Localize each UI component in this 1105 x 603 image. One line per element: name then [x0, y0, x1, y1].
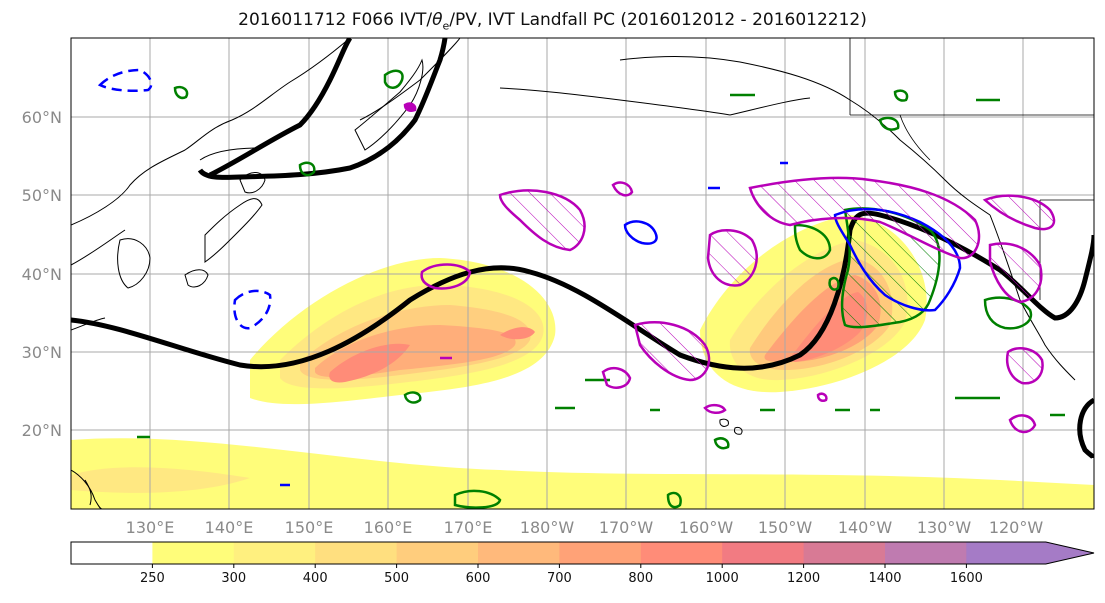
map-frame	[70, 37, 1095, 510]
colorbar-tick-label: 1000	[706, 571, 739, 586]
colorbar-tick-label: 800	[628, 571, 653, 586]
colorbar-tick-label: 600	[466, 571, 491, 586]
colorbar-segment	[71, 542, 153, 564]
lon-label-170e: 170°E	[444, 518, 493, 537]
longitude-labels: 130°E 140°E 150°E 160°E 170°E 180°W 170°…	[126, 518, 1044, 537]
colorbar-segment	[315, 542, 398, 564]
colorbar-segment	[803, 542, 886, 564]
colorbar-tick-label: 1400	[868, 571, 901, 586]
lon-label-120w: 120°W	[989, 518, 1044, 537]
colorbar-tick-label: 250	[140, 571, 165, 586]
lon-label-180w: 180°W	[520, 518, 575, 537]
lat-label-60: 60°N	[22, 108, 62, 127]
lon-label-130e: 130°E	[126, 518, 175, 537]
colorbar-segment	[396, 542, 479, 564]
colorbar-tick-label: 500	[384, 571, 409, 586]
pv-contours	[403, 102, 1056, 434]
lat-label-20: 20°N	[22, 421, 62, 440]
theta-e-contours	[71, 38, 1094, 460]
ivt-shading-west	[250, 258, 556, 405]
lat-label-30: 30°N	[22, 343, 62, 362]
colorbar-segment	[152, 542, 235, 564]
gridlines	[71, 38, 1094, 509]
chart-title: 2016011712 F066 IVT/θe/PV, IVT Landfall …	[238, 10, 867, 33]
colorbar-tick-label: 1200	[787, 571, 820, 586]
lat-label-40: 40°N	[22, 265, 62, 284]
colorbar-segment	[233, 542, 316, 564]
latitude-labels: 60°N 50°N 40°N 30°N 20°N	[22, 108, 62, 440]
lon-label-140e: 140°E	[205, 518, 254, 537]
lon-label-160e: 160°E	[364, 518, 413, 537]
colorbar-segment	[640, 542, 723, 564]
lon-label-160w: 160°W	[679, 518, 734, 537]
colorbar-outline	[70, 541, 1095, 565]
colorbar-tick-label: 400	[303, 571, 328, 586]
lon-label-140w: 140°W	[838, 518, 893, 537]
lon-label-150e: 150°E	[285, 518, 334, 537]
colorbar-tick-label: 700	[547, 571, 572, 586]
colorbar-segment	[559, 542, 642, 564]
colorbar-tick-label: 300	[221, 571, 246, 586]
colorbar: 250 300 400 500 600 700 800 1000 1200 1400 1600	[70, 541, 1095, 586]
lat-label-50: 50°N	[22, 186, 62, 205]
colorbar-segment	[885, 542, 967, 564]
lon-label-130w: 130°W	[917, 518, 972, 537]
colorbar-segment	[478, 542, 560, 564]
lon-label-170w: 170°W	[599, 518, 654, 537]
colorbar-extend-arrow	[966, 542, 1094, 564]
colorbar-segment	[722, 542, 805, 564]
lon-label-150w: 150°W	[758, 518, 813, 537]
colorbar-tick-label: 1600	[950, 571, 983, 586]
ivt-shading-tropics	[71, 438, 1094, 509]
